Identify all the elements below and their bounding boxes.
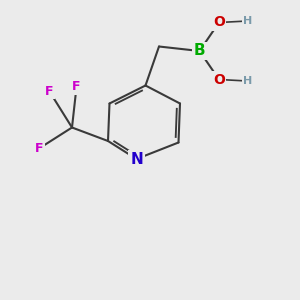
Text: F: F <box>72 80 81 94</box>
Text: F: F <box>35 142 43 155</box>
Text: N: N <box>130 152 143 166</box>
Text: O: O <box>213 73 225 86</box>
Text: F: F <box>45 85 54 98</box>
Text: H: H <box>243 76 252 86</box>
Text: H: H <box>243 16 252 26</box>
Text: B: B <box>194 44 205 59</box>
Text: O: O <box>213 16 225 29</box>
